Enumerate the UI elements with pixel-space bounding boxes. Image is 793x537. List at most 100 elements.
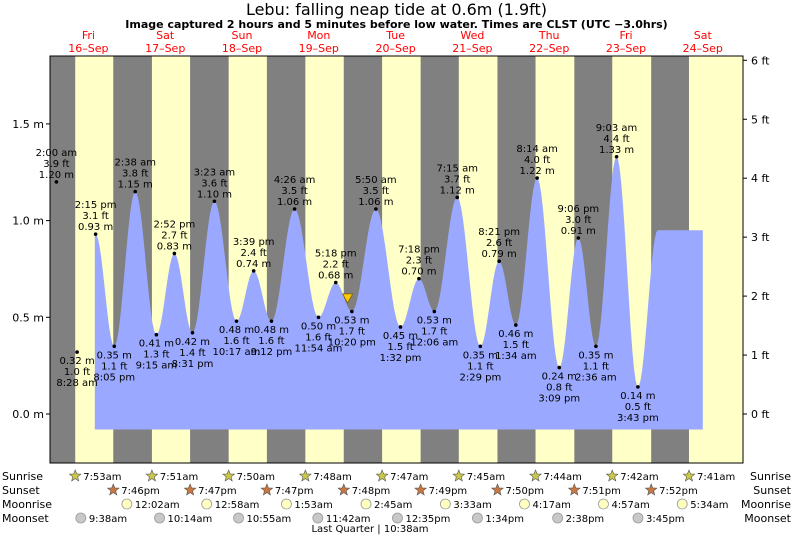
high-ft-label: 3.8 ft <box>122 169 148 180</box>
high-m-label: 0.83 m <box>157 241 192 252</box>
sunset-icon <box>260 483 274 496</box>
low-m-label: 0.42 m <box>175 337 210 348</box>
moonrise-icon <box>360 498 372 510</box>
low-m-label: 0.50 m <box>301 321 336 332</box>
moonrise-icon <box>519 498 530 510</box>
moonrise-time: 4:57am <box>611 500 649 511</box>
sunset-icon <box>183 483 197 496</box>
moonset-time: 2:38pm <box>566 514 605 525</box>
current-level-marker <box>341 293 354 304</box>
high-m-label: 1.22 m <box>520 166 555 177</box>
sunset-icon <box>106 483 120 496</box>
chart-subtitle: Image captured 2 hours and 5 minutes bef… <box>125 18 668 31</box>
high-ft-label: 4.4 ft <box>603 134 629 145</box>
sunset-time: 7:47pm <box>275 486 314 497</box>
sunset-icon <box>644 483 658 496</box>
low-m-label: 0.48 m <box>219 325 254 336</box>
sunset-time: 7:47pm <box>198 486 237 497</box>
extreme-point <box>292 207 297 211</box>
moonset-time: 11:42am <box>326 514 371 525</box>
sunrise-row-label: Sunrise <box>2 470 43 483</box>
date-label: 18–Sep <box>222 42 262 55</box>
low-m-label: 0.35 m <box>463 350 498 361</box>
sunrise-icon <box>68 469 82 482</box>
low-ft-label: 0.8 ft <box>546 383 572 394</box>
low-time-label: 3:43 pm <box>617 413 659 424</box>
high-m-label: 0.79 m <box>482 249 517 260</box>
extreme-point <box>93 232 98 236</box>
extreme-point <box>557 365 562 370</box>
sunset-time: 7:48pm <box>352 486 391 497</box>
date-label: 23–Sep <box>606 42 646 55</box>
high-time-label: 4:26 am <box>274 175 316 186</box>
low-ft-label: 1.7 ft <box>339 326 365 337</box>
tide-curve <box>94 156 703 430</box>
extreme-point <box>398 325 403 329</box>
sunset-time: 7:49pm <box>429 486 468 497</box>
low-m-label: 0.32 m <box>60 356 95 367</box>
high-m-label: 0.93 m <box>78 222 113 233</box>
extreme-point <box>478 344 483 349</box>
date-label: 21–Sep <box>452 42 492 55</box>
moonset-icon <box>392 512 403 524</box>
high-ft-label: 3.0 ft <box>565 215 591 226</box>
day-of-week-label: Sat <box>694 29 713 42</box>
low-time-label: 1:32 pm <box>380 353 422 364</box>
y-right-tick-label: 2 ft <box>751 290 770 303</box>
sunrise-icon <box>298 469 312 482</box>
extreme-point <box>514 323 518 327</box>
low-ft-label: 1.5 ft <box>387 342 413 353</box>
date-label: 22–Sep <box>529 42 569 55</box>
high-m-label: 1.33 m <box>599 145 634 156</box>
extreme-point <box>190 330 195 335</box>
high-ft-label: 3.6 ft <box>201 178 227 189</box>
moonrise-row-label: Moonrise <box>2 498 52 511</box>
sunset-row-label: Sunset <box>2 484 40 497</box>
low-time-label: 10:20 pm <box>328 337 376 348</box>
y-right-tick-label: 5 ft <box>751 113 770 126</box>
moonset-icon <box>75 512 87 524</box>
y-right-tick-label: 0 ft <box>751 408 770 421</box>
high-m-label: 1.10 m <box>197 189 232 200</box>
extreme-point <box>112 344 117 349</box>
sunrise-time: 7:50am <box>237 472 275 483</box>
extreme-labels: 2:00 am3.9 ft1.20 m 0.32 m1.0 ft8:28 am 2:… <box>36 123 659 424</box>
low-ft-label: 1.1 ft <box>583 361 609 372</box>
date-label: 24–Sep <box>683 42 723 55</box>
low-m-label: 0.24 m <box>542 372 577 383</box>
date-label: 20–Sep <box>375 42 415 55</box>
high-m-label: 0.74 m <box>236 259 271 270</box>
moonset-time: 3:45pm <box>646 514 685 525</box>
low-time-label: 9:12 pm <box>251 347 293 358</box>
extreme-point <box>212 199 217 204</box>
extreme-point <box>154 332 159 337</box>
day-of-week-label: Tue <box>385 29 405 42</box>
sunrise-icon <box>145 469 159 482</box>
low-time-label: 2:29 pm <box>459 372 501 383</box>
high-time-label: 9:03 am <box>596 123 638 134</box>
high-time-label: 9:06 pm <box>557 204 599 215</box>
low-ft-label: 1.6 ft <box>258 336 284 347</box>
low-ft-label: 0.5 ft <box>625 402 651 413</box>
high-ft-label: 3.5 ft <box>363 186 389 197</box>
day-of-week-label: Thu <box>538 29 560 42</box>
high-time-label: 2:15 pm <box>75 200 117 211</box>
low-ft-label: 1.1 ft <box>467 361 493 372</box>
moonset-time: 9:38am <box>89 514 127 525</box>
moonrise-time: 4:17am <box>532 500 570 511</box>
high-ft-label: 3.9 ft <box>43 159 69 170</box>
low-m-label: 0.46 m <box>498 329 533 340</box>
extreme-point <box>251 269 256 273</box>
sunset-time: 7:51pm <box>582 486 621 497</box>
high-ft-label: 2.7 ft <box>161 230 187 241</box>
sunrise-time: 7:45am <box>467 472 505 483</box>
moonset-time: 1:34pm <box>485 514 524 525</box>
low-ft-label: 1.6 ft <box>223 336 249 347</box>
extreme-point <box>636 385 640 389</box>
low-time-label: 12:06 am <box>410 337 458 348</box>
high-m-label: 0.68 m <box>318 270 353 281</box>
extreme-point <box>172 251 177 256</box>
low-m-label: 0.35 m <box>97 350 132 361</box>
